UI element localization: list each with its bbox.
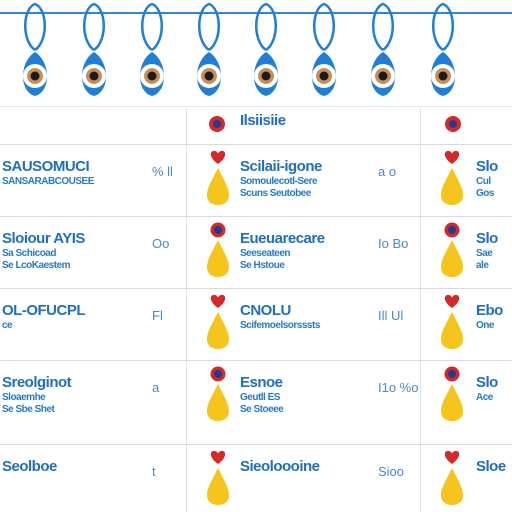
- top-string: [0, 12, 512, 14]
- row-title: Sloiour AYIS: [2, 230, 85, 247]
- mid-small-label: Fl: [152, 308, 163, 323]
- eye-charm-icon: [244, 0, 288, 102]
- eye-charm-icon: [187, 0, 231, 102]
- row-title: Sieoloooine: [240, 458, 320, 475]
- heart-drop-charm-icon: [440, 294, 464, 355]
- mid-small-label: t: [152, 464, 156, 479]
- row-subtitle: Somoulecotl-Sere: [240, 176, 318, 187]
- left-cell: Sreolginot Sloaemhe Se Sbe Shet: [2, 374, 182, 416]
- column-divider-1: [186, 108, 187, 512]
- row-subtitle: SANSARABCOUSEE: [2, 176, 94, 187]
- mid-small-label: Oo: [152, 236, 170, 251]
- mid-small-label: % ll: [152, 164, 173, 179]
- header-ring-icon: [207, 114, 227, 134]
- right-small-label: Sioo: [378, 464, 405, 479]
- row-subtitle: Scifemoelsorsssts: [240, 320, 320, 331]
- left-cell: OL-OFUCPL ce: [2, 302, 182, 332]
- middle-cell: Eueuarecare Seeseateen Se Hstoue: [240, 230, 370, 272]
- header-label: Ilsiisiie: [240, 112, 286, 129]
- heart-drop-charm-icon: [206, 450, 230, 511]
- row-title: SAUSOMUCI: [2, 158, 90, 175]
- row-title: Sreolginot: [2, 374, 72, 391]
- row-note: Se Sbe Shet: [2, 404, 55, 415]
- row-note: Scuns Seutobee: [240, 188, 311, 199]
- ring-drop-charm-icon: [206, 366, 230, 427]
- eye-charm-icon: [72, 0, 116, 102]
- row-note: ale: [476, 260, 489, 271]
- row-subtitle: Ace: [476, 392, 493, 403]
- mid-small-label: a: [152, 380, 160, 395]
- row-subtitle: Sa Schicoad: [2, 248, 56, 259]
- eye-charm-icon: [13, 0, 57, 102]
- row-note: Gos: [476, 188, 494, 199]
- row-title: Eueuarecare: [240, 230, 325, 247]
- left-cell: Sloiour AYIS Sa Schicoad Se LcoKaestem: [2, 230, 182, 272]
- right-cell: Slo Sae ale: [476, 230, 512, 272]
- middle-cell: Esnoe Geutll ES Se Stoeee: [240, 374, 370, 416]
- eye-charm-icon: [421, 0, 465, 102]
- right-cell: Sloe: [476, 458, 512, 476]
- row-subtitle: ce: [2, 320, 13, 331]
- left-cell: SAUSOMUCI SANSARABCOUSEE: [2, 158, 182, 188]
- row-title: Sloe: [476, 458, 506, 475]
- row-note: Se Hstoue: [240, 260, 285, 271]
- row-note: Se LcoKaestem: [2, 260, 70, 271]
- ring-drop-charm-icon: [206, 222, 230, 283]
- row-subtitle: Seeseateen: [240, 248, 291, 259]
- right-small-label: I1o %o: [378, 380, 419, 395]
- row-title: Seolboe: [2, 458, 57, 475]
- row-title: Esnoe: [240, 374, 283, 391]
- middle-cell: Sieoloooine: [240, 458, 370, 476]
- right-cell: Slo Ace: [476, 374, 512, 404]
- heart-drop-charm-icon: [440, 150, 464, 211]
- row-title: Slo: [476, 374, 498, 391]
- row-title: Scilaii-igone: [240, 158, 322, 175]
- heart-drop-charm-icon: [206, 150, 230, 211]
- row-title: OL-OFUCPL: [2, 302, 86, 319]
- row-divider: [0, 288, 512, 289]
- eye-charm-icon: [130, 0, 174, 102]
- column-divider-2: [420, 108, 421, 512]
- heart-drop-charm-icon: [206, 294, 230, 355]
- row-subtitle: Sloaemhe: [2, 392, 46, 403]
- eye-charm-icon: [361, 0, 405, 102]
- row-divider: [0, 444, 512, 445]
- header-ring-icon-right: [443, 114, 463, 134]
- heart-drop-charm-icon: [440, 450, 464, 511]
- eye-charm-icon: [302, 0, 346, 102]
- header-bottom-divider: [0, 144, 512, 145]
- row-title: Slo: [476, 230, 498, 247]
- right-cell: Slo Cul Gos: [476, 158, 512, 200]
- row-title: Slo: [476, 158, 498, 175]
- row-title: Ebo: [476, 302, 503, 319]
- right-small-label: a o: [378, 164, 397, 179]
- row-subtitle: Geutll ES: [240, 392, 280, 403]
- row-title: CNOLU: [240, 302, 291, 319]
- left-cell: Seolboe: [2, 458, 182, 476]
- row-subtitle: One: [476, 320, 494, 331]
- row-divider: [0, 360, 512, 361]
- row-subtitle: Cul: [476, 176, 491, 187]
- ring-drop-charm-icon: [440, 366, 464, 427]
- row-subtitle: Sae: [476, 248, 493, 259]
- ring-drop-charm-icon: [440, 222, 464, 283]
- header-top-divider: [0, 106, 512, 107]
- middle-cell: Scilaii-igone Somoulecotl-Sere Scuns Seuto…: [240, 158, 370, 200]
- right-small-label: Io Bo: [378, 236, 409, 251]
- middle-cell: CNOLU Scifemoelsorsssts: [240, 302, 370, 332]
- row-divider: [0, 216, 512, 217]
- right-small-label: Ill Ul: [378, 308, 404, 323]
- row-note: Se Stoeee: [240, 404, 284, 415]
- right-cell: Ebo One: [476, 302, 512, 332]
